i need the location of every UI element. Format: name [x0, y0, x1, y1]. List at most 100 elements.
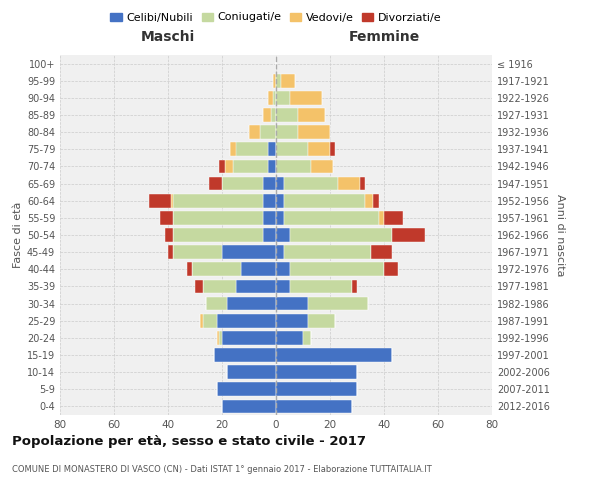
- Bar: [227, 366, 276, 379]
- Bar: [203, 314, 217, 328]
- Bar: [274, 91, 276, 104]
- Y-axis label: Fasce di età: Fasce di età: [13, 202, 23, 268]
- Bar: [166, 228, 173, 242]
- Bar: [371, 246, 392, 259]
- Bar: [222, 400, 276, 413]
- Bar: [171, 194, 173, 207]
- Bar: [271, 108, 276, 122]
- Bar: [276, 366, 357, 379]
- Text: COMUNE DI MONASTERO DI VASCO (CN) - Dati ISTAT 1° gennaio 2017 - Elaborazione TU: COMUNE DI MONASTERO DI VASCO (CN) - Dati…: [12, 465, 432, 474]
- Bar: [276, 211, 284, 224]
- Bar: [298, 126, 330, 139]
- Bar: [235, 280, 276, 293]
- Bar: [290, 280, 352, 293]
- Bar: [263, 176, 276, 190]
- Bar: [268, 142, 276, 156]
- Bar: [308, 314, 335, 328]
- Bar: [290, 228, 392, 242]
- Bar: [268, 91, 274, 104]
- Bar: [365, 194, 373, 207]
- Bar: [338, 176, 360, 190]
- Bar: [222, 331, 276, 344]
- Bar: [290, 262, 384, 276]
- Bar: [379, 211, 384, 224]
- Bar: [311, 160, 333, 173]
- Bar: [193, 262, 241, 276]
- Bar: [235, 142, 268, 156]
- Bar: [268, 160, 276, 173]
- Bar: [276, 280, 290, 293]
- Bar: [281, 74, 295, 88]
- Text: Popolazione per età, sesso e stato civile - 2017: Popolazione per età, sesso e stato civil…: [12, 435, 366, 448]
- Bar: [384, 211, 403, 224]
- Bar: [220, 331, 222, 344]
- Bar: [276, 194, 284, 207]
- Bar: [249, 126, 260, 139]
- Y-axis label: Anni di nascita: Anni di nascita: [555, 194, 565, 276]
- Bar: [284, 194, 365, 207]
- Bar: [209, 176, 222, 190]
- Bar: [263, 108, 271, 122]
- Bar: [214, 348, 276, 362]
- Bar: [284, 211, 379, 224]
- Bar: [230, 142, 235, 156]
- Bar: [274, 74, 276, 88]
- Bar: [187, 262, 193, 276]
- Bar: [160, 211, 173, 224]
- Bar: [276, 262, 290, 276]
- Bar: [303, 331, 311, 344]
- Bar: [206, 296, 227, 310]
- Bar: [217, 331, 220, 344]
- Bar: [360, 176, 365, 190]
- Bar: [276, 348, 392, 362]
- Bar: [173, 246, 222, 259]
- Bar: [276, 176, 284, 190]
- Bar: [276, 296, 308, 310]
- Bar: [241, 262, 276, 276]
- Bar: [203, 280, 235, 293]
- Legend: Celibi/Nubili, Coniugati/e, Vedovi/e, Divorziati/e: Celibi/Nubili, Coniugati/e, Vedovi/e, Di…: [106, 8, 446, 27]
- Bar: [276, 228, 290, 242]
- Bar: [149, 194, 171, 207]
- Bar: [392, 228, 425, 242]
- Bar: [173, 194, 263, 207]
- Bar: [263, 211, 276, 224]
- Bar: [284, 176, 338, 190]
- Bar: [373, 194, 379, 207]
- Bar: [276, 74, 281, 88]
- Bar: [276, 160, 311, 173]
- Bar: [330, 142, 335, 156]
- Bar: [276, 142, 308, 156]
- Bar: [276, 91, 290, 104]
- Bar: [173, 228, 263, 242]
- Bar: [225, 160, 233, 173]
- Bar: [276, 314, 308, 328]
- Bar: [290, 91, 322, 104]
- Bar: [276, 126, 298, 139]
- Bar: [298, 108, 325, 122]
- Bar: [200, 314, 203, 328]
- Bar: [217, 382, 276, 396]
- Text: Femmine: Femmine: [349, 30, 419, 44]
- Bar: [173, 211, 263, 224]
- Bar: [263, 228, 276, 242]
- Bar: [276, 108, 298, 122]
- Bar: [276, 331, 303, 344]
- Bar: [276, 400, 352, 413]
- Bar: [308, 142, 330, 156]
- Bar: [263, 194, 276, 207]
- Bar: [222, 246, 276, 259]
- Bar: [195, 280, 203, 293]
- Bar: [220, 160, 224, 173]
- Bar: [222, 176, 263, 190]
- Bar: [276, 246, 284, 259]
- Bar: [284, 246, 371, 259]
- Bar: [384, 262, 398, 276]
- Bar: [308, 296, 368, 310]
- Bar: [352, 280, 357, 293]
- Bar: [217, 314, 276, 328]
- Bar: [227, 296, 276, 310]
- Bar: [276, 382, 357, 396]
- Bar: [168, 246, 173, 259]
- Text: Maschi: Maschi: [141, 30, 195, 44]
